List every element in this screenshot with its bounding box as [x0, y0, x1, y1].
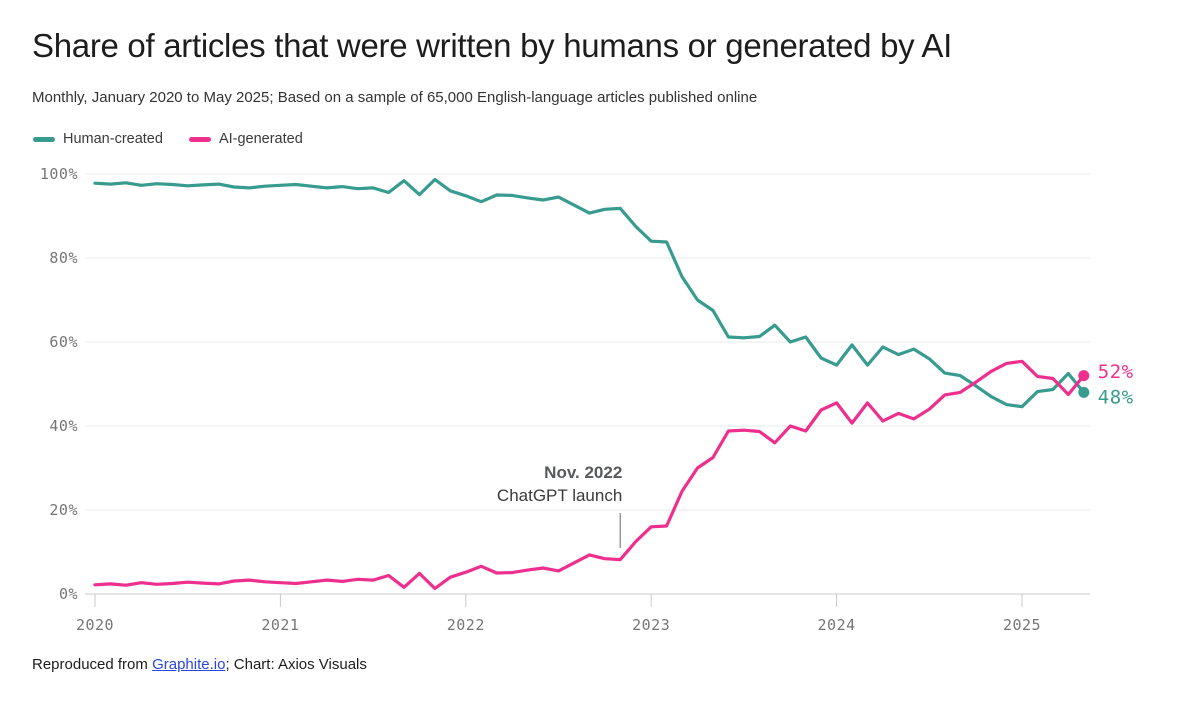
legend-label-ai: AI-generated — [218, 131, 303, 147]
x-tick-label: 2022 — [447, 616, 485, 634]
graphite-link[interactable]: Graphite.io — [152, 656, 226, 673]
legend: Human-created AI-generated — [33, 131, 303, 147]
ai-generated-swatch-icon — [188, 136, 211, 142]
y-tick-label: 60% — [49, 333, 78, 351]
x-tick-label: 2020 — [76, 616, 114, 634]
chart-subtitle: Monthly, January 2020 to May 2025; Based… — [32, 89, 758, 106]
x-tick-label: 2021 — [261, 616, 299, 634]
footer-credit: Reproduced from Graphite.io; Chart: Axio… — [32, 656, 367, 673]
legend-item-human: Human-created — [33, 131, 163, 147]
legend-label-human: Human-created — [63, 131, 163, 147]
annotation-label: ChatGPT launch — [497, 486, 622, 505]
footer-suffix: ; Chart: Axios Visuals — [225, 656, 367, 673]
legend-item-ai: AI-generated — [188, 131, 303, 147]
series-line-human-created — [93, 177, 1086, 409]
annotation-date: Nov. 2022 — [544, 463, 622, 482]
page-title: Share of articles that were written by h… — [32, 27, 952, 64]
end-value-label: 48% — [1098, 386, 1134, 408]
end-value-label: 52% — [1098, 361, 1134, 383]
y-tick-label: 40% — [49, 417, 78, 435]
human-created-swatch-icon — [33, 136, 55, 142]
series-line-ai-generated — [93, 359, 1086, 591]
y-tick-label: 80% — [49, 249, 78, 267]
y-tick-label: 0% — [59, 585, 78, 603]
end-dot-human-created — [1078, 386, 1090, 398]
y-tick-label: 100% — [40, 165, 78, 183]
y-tick-label: 20% — [49, 501, 78, 519]
x-tick-label: 2024 — [818, 616, 856, 634]
x-tick-label: 2025 — [1003, 616, 1041, 634]
end-dot-ai-generated — [1078, 370, 1090, 382]
x-tick-label: 2023 — [632, 616, 670, 634]
footer-prefix: Reproduced from — [32, 656, 153, 673]
